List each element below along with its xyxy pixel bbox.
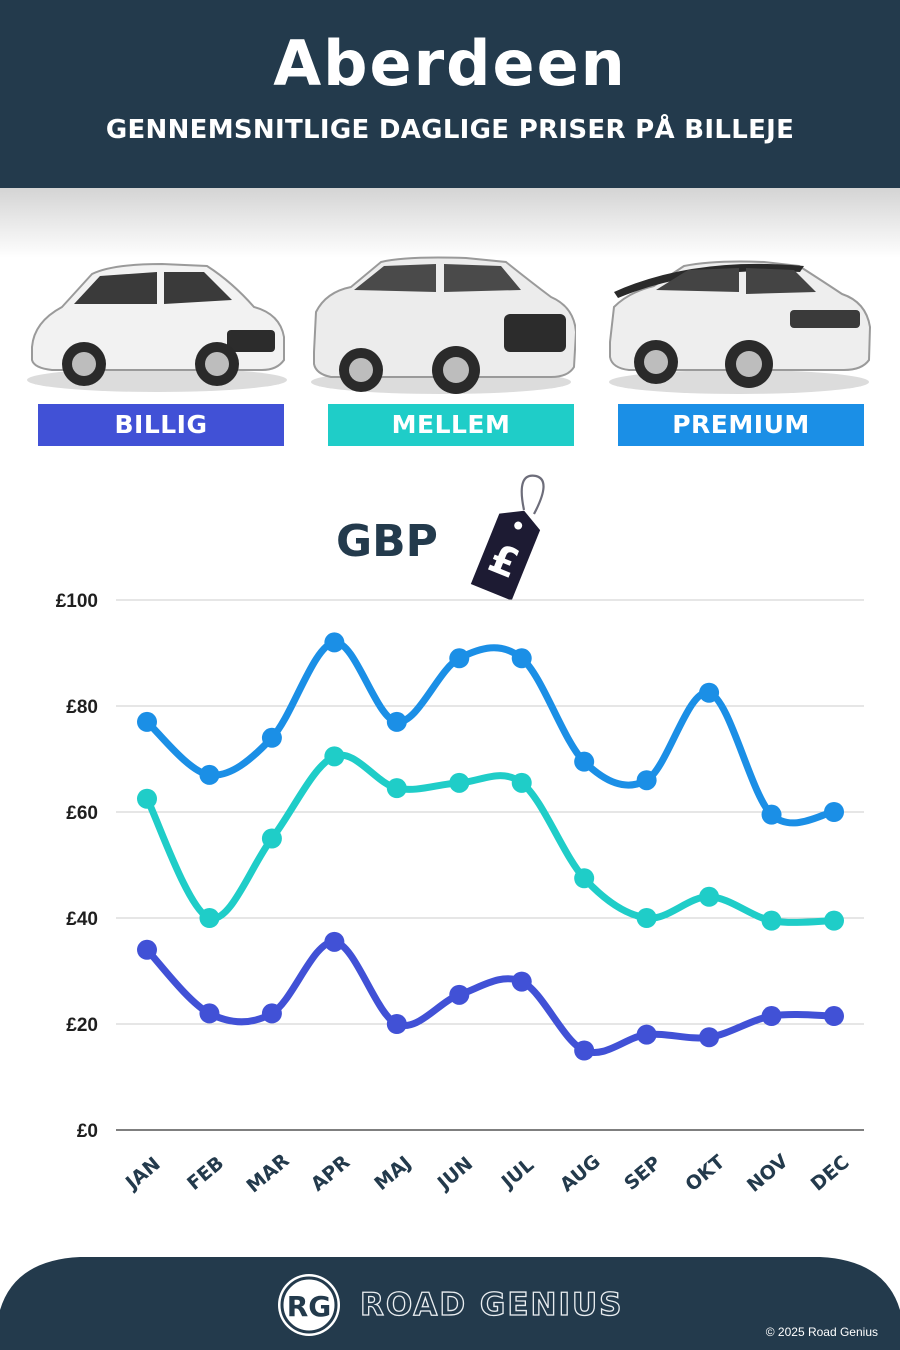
brand-name: ROAD GENIUS <box>359 1286 624 1323</box>
y-tick-label: £40 <box>66 909 98 930</box>
copyright: © 2025 Road Genius <box>765 1325 878 1339</box>
data-point <box>699 1027 720 1048</box>
series-premium <box>137 632 844 827</box>
y-tick-label: £100 <box>56 591 98 612</box>
price-tag-icon: £ <box>470 474 545 601</box>
data-point <box>137 939 157 960</box>
data-point <box>199 1003 220 1024</box>
data-point <box>511 648 532 669</box>
data-point <box>261 727 282 748</box>
series-line <box>143 638 838 827</box>
x-tick-label: FEB <box>183 1152 228 1195</box>
x-axis-ticks: JAN FEB MAR APR MAJ JUN JUL AUG SEP OKT NOV DEC <box>120 1149 853 1197</box>
data-point <box>199 764 220 785</box>
x-tick-label: JUL <box>496 1154 538 1194</box>
x-tick-label: MAJ <box>370 1152 415 1195</box>
data-point <box>699 886 720 907</box>
data-point <box>511 971 532 992</box>
data-point <box>199 908 220 928</box>
series-billig <box>137 931 844 1061</box>
data-point <box>636 770 657 791</box>
data-point <box>386 711 407 732</box>
y-tick-label: £80 <box>66 697 98 718</box>
x-tick-label: MAR <box>243 1149 294 1197</box>
data-point <box>261 1003 282 1024</box>
data-point <box>386 778 407 799</box>
data-point <box>324 632 345 653</box>
premium-suv-image <box>609 260 872 394</box>
y-tick-label: £20 <box>66 1015 98 1036</box>
data-point <box>761 910 782 931</box>
logo-text: RG <box>287 1290 332 1323</box>
data-point <box>324 931 345 952</box>
header-shadow <box>0 188 900 258</box>
economy-car-image <box>27 262 287 392</box>
x-tick-label: NOV <box>743 1150 793 1197</box>
x-tick-label: APR <box>307 1151 355 1196</box>
header: Aberdeen GENNEMSNITLIGE DAGLIGE PRISER P… <box>0 0 900 188</box>
y-tick-label: £0 <box>77 1121 98 1142</box>
price-line-chart: £0 £20 £40 £60 £80 £100 JAN FEB MAR APR MAJ JUN JUL… <box>56 591 864 1197</box>
x-tick-label: OKT <box>681 1151 729 1196</box>
series-mellem <box>137 746 844 931</box>
data-point <box>761 1006 782 1027</box>
page-title: Aberdeen <box>273 27 627 100</box>
data-point <box>574 1040 595 1061</box>
x-tick-label: JAN <box>120 1153 165 1195</box>
page-subtitle: GENNEMSNITLIGE DAGLIGE PRISER PÅ BILLEJE <box>105 115 795 145</box>
y-axis-ticks: £0 £20 £40 £60 £80 £100 <box>56 591 98 1142</box>
data-point <box>824 910 844 931</box>
data-point <box>824 1006 844 1027</box>
data-point <box>137 788 157 809</box>
data-point <box>574 868 595 889</box>
series-line <box>143 751 838 926</box>
midsize-suv-image <box>311 256 576 394</box>
data-point <box>761 804 782 825</box>
series-line <box>143 938 838 1056</box>
data-point <box>824 802 844 822</box>
chart-series <box>137 632 844 1061</box>
x-tick-label: SEP <box>620 1152 665 1195</box>
data-point <box>636 908 657 928</box>
data-point <box>699 682 720 703</box>
data-point <box>636 1024 657 1045</box>
data-point <box>449 648 470 669</box>
data-point <box>574 751 595 772</box>
x-tick-label: JUN <box>432 1153 477 1196</box>
footer-bar <box>0 1257 900 1350</box>
category-badge-billig: BILLIG <box>38 404 284 446</box>
category-badge-premium: PREMIUM <box>618 404 864 446</box>
data-point <box>137 711 157 732</box>
x-tick-label: AUG <box>556 1150 605 1196</box>
y-tick-label: £60 <box>66 803 98 824</box>
x-tick-label: DEC <box>807 1151 854 1195</box>
data-point <box>449 772 470 793</box>
road-genius-logo: RG <box>278 1274 340 1336</box>
data-point <box>511 772 532 793</box>
chart-grid <box>116 599 864 1131</box>
data-point <box>261 828 282 849</box>
currency-label: GBP <box>336 516 438 567</box>
data-point <box>324 746 345 767</box>
category-badge-mellem: MELLEM <box>328 404 574 446</box>
data-point <box>449 984 470 1005</box>
data-point <box>386 1014 407 1034</box>
